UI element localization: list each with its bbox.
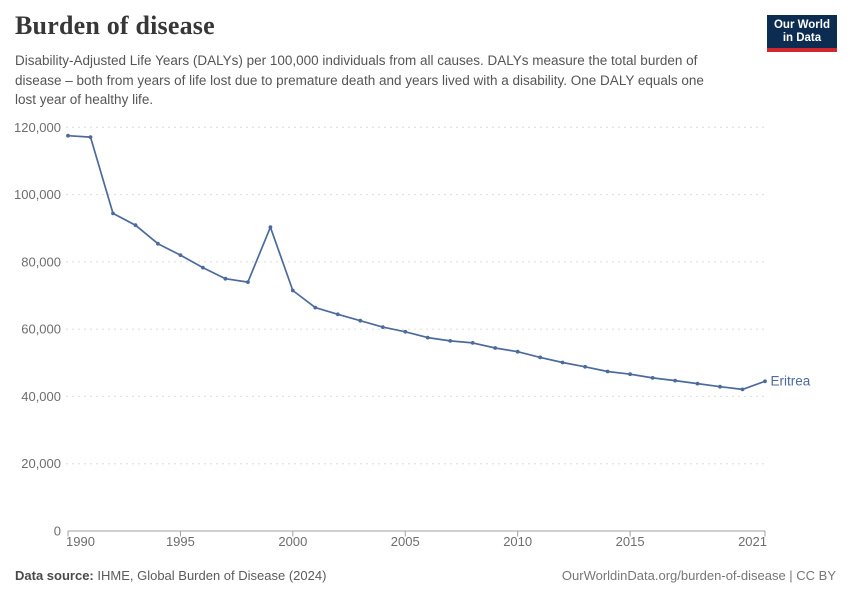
data-point[interactable] <box>448 339 453 343</box>
x-axis-tick-label: 2015 <box>616 534 645 549</box>
data-point[interactable] <box>515 349 520 354</box>
data-source: Data source: IHME, Global Burden of Dise… <box>15 568 326 583</box>
data-point[interactable] <box>470 341 475 345</box>
data-point[interactable] <box>605 369 610 374</box>
data-point[interactable] <box>111 211 115 216</box>
y-axis-tick-label: 0 <box>54 524 61 539</box>
data-line[interactable] <box>67 134 766 391</box>
x-axis-tick-label: 2010 <box>503 534 532 549</box>
chart-subtitle: Disability-Adjusted Life Years (DALYs) p… <box>15 53 704 107</box>
y-axis-tick-label: 20,000 <box>21 456 61 471</box>
data-source-text: IHME, Global Burden of Disease (2024) <box>93 568 327 583</box>
data-point[interactable] <box>88 135 93 140</box>
x-axis-tick-label: 2005 <box>391 534 420 549</box>
y-axis-tick-label: 100,000 <box>14 187 61 202</box>
data-point[interactable] <box>246 280 250 284</box>
data-point[interactable] <box>673 378 677 383</box>
data-point[interactable] <box>156 241 160 246</box>
data-point[interactable] <box>695 381 700 386</box>
owid-logo-line2: in Data <box>782 32 822 44</box>
data-point[interactable] <box>335 312 340 317</box>
data-point[interactable] <box>133 223 138 228</box>
x-axis-tick-label: 1995 <box>166 534 195 549</box>
x-axis-tick-label: 1990 <box>66 534 95 549</box>
data-point[interactable] <box>268 225 273 230</box>
data-point[interactable] <box>201 265 205 270</box>
y-axis-tick-label: 120,000 <box>14 120 61 135</box>
data-point[interactable] <box>313 305 318 310</box>
data-point[interactable] <box>403 329 408 334</box>
data-point[interactable] <box>380 325 385 329</box>
data-point[interactable] <box>178 253 183 257</box>
y-axis-tick-label: 60,000 <box>21 322 61 337</box>
data-source-label: Data source: <box>15 568 94 583</box>
data-point[interactable] <box>718 384 722 389</box>
data-point[interactable] <box>358 318 363 323</box>
x-axis-tick-label: 2021 <box>738 534 767 549</box>
x-axis-tick-label: 2000 <box>278 534 307 549</box>
y-axis-tick-label: 40,000 <box>21 389 61 404</box>
data-point[interactable] <box>223 276 228 281</box>
page-title: Burden of disease <box>15 11 215 40</box>
data-point[interactable] <box>425 335 430 340</box>
data-point[interactable] <box>650 376 655 380</box>
y-axis-tick-label: 80,000 <box>21 254 61 269</box>
data-point[interactable] <box>538 355 543 360</box>
credit-link[interactable]: OurWorldinData.org/burden-of-disease | C… <box>561 568 836 583</box>
series-end-label: Eritrea <box>771 373 811 388</box>
data-point[interactable] <box>763 379 767 384</box>
data-point[interactable] <box>66 133 70 138</box>
data-point[interactable] <box>740 387 745 392</box>
data-point[interactable] <box>560 360 565 365</box>
data-point[interactable] <box>493 346 498 350</box>
data-point[interactable] <box>628 372 632 377</box>
owid-logo-line1: Our World <box>773 19 830 31</box>
owid-logo[interactable]: Our World in Data <box>766 15 837 52</box>
data-point[interactable] <box>583 364 587 369</box>
data-point[interactable] <box>290 288 295 293</box>
